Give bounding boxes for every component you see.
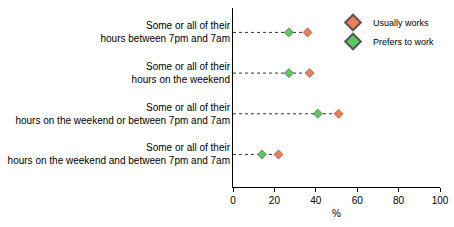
svg-text:Some or all of theirhours betw: Some or all of theirhours between 7pm an… [100, 20, 230, 44]
svg-text:Prefers to work: Prefers to work [373, 37, 434, 47]
svg-text:40: 40 [310, 195, 322, 206]
svg-text:100: 100 [432, 195, 449, 206]
svg-text:%: % [332, 208, 341, 219]
svg-text:80: 80 [393, 195, 405, 206]
svg-text:Some or all of theirhours on t: Some or all of theirhours on the weekend [132, 61, 231, 85]
svg-text:60: 60 [352, 195, 364, 206]
svg-text:20: 20 [269, 195, 281, 206]
svg-text:0: 0 [230, 195, 236, 206]
svg-text:Usually works: Usually works [373, 18, 429, 28]
svg-text:Some or all of theirhours on t: Some or all of theirhours on the weekend… [8, 142, 231, 166]
svg-text:Some or all of theirhours on t: Some or all of theirhours on the weekend… [15, 102, 230, 126]
